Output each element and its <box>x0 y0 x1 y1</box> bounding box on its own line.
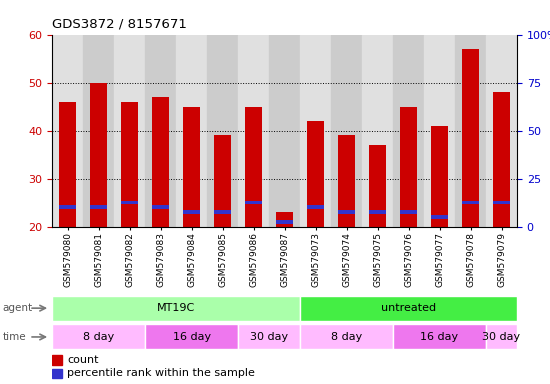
Bar <box>145 324 238 349</box>
Text: 30 day: 30 day <box>482 332 520 342</box>
Bar <box>393 35 424 227</box>
Bar <box>176 35 207 227</box>
Bar <box>486 324 517 349</box>
Bar <box>300 35 331 227</box>
Bar <box>424 35 455 227</box>
Bar <box>214 210 231 214</box>
Bar <box>52 296 300 321</box>
Bar <box>269 35 300 227</box>
Bar <box>338 210 355 214</box>
Bar <box>114 35 145 227</box>
Bar <box>362 35 393 227</box>
Bar <box>493 200 510 204</box>
Bar <box>52 355 63 364</box>
Bar <box>90 205 107 209</box>
Bar <box>400 210 417 214</box>
Bar <box>121 102 138 227</box>
Bar <box>52 35 83 227</box>
Text: GDS3872 / 8157671: GDS3872 / 8157671 <box>52 17 187 30</box>
Bar <box>276 220 293 223</box>
Bar <box>369 210 386 214</box>
Text: percentile rank within the sample: percentile rank within the sample <box>67 368 255 379</box>
Bar <box>145 35 176 227</box>
Bar <box>59 205 76 209</box>
Bar <box>152 97 169 227</box>
Bar <box>307 121 324 227</box>
Bar <box>369 145 386 227</box>
Bar <box>431 126 448 227</box>
Bar <box>214 136 231 227</box>
Bar <box>59 102 76 227</box>
Text: 8 day: 8 day <box>83 332 114 342</box>
Bar <box>486 35 517 227</box>
Text: 8 day: 8 day <box>331 332 362 342</box>
Bar <box>238 35 269 227</box>
Bar <box>207 35 238 227</box>
Bar <box>331 35 362 227</box>
Text: untreated: untreated <box>381 303 436 313</box>
Text: 16 day: 16 day <box>173 332 211 342</box>
Bar <box>393 324 486 349</box>
Text: time: time <box>3 332 26 342</box>
Bar <box>431 215 448 219</box>
Bar <box>90 83 107 227</box>
Text: 30 day: 30 day <box>250 332 288 342</box>
Text: count: count <box>67 355 98 365</box>
Bar <box>462 200 479 204</box>
Bar <box>455 35 486 227</box>
Bar <box>245 200 262 204</box>
Bar <box>52 324 145 349</box>
Bar <box>245 107 262 227</box>
Bar <box>400 107 417 227</box>
Bar <box>493 92 510 227</box>
Text: agent: agent <box>3 303 33 313</box>
Text: MT19C: MT19C <box>157 303 195 313</box>
Bar <box>121 200 138 204</box>
Bar <box>300 296 517 321</box>
Bar <box>183 210 200 214</box>
Bar <box>152 205 169 209</box>
Bar <box>276 212 293 227</box>
Bar <box>307 205 324 209</box>
Bar <box>183 107 200 227</box>
Bar <box>462 49 479 227</box>
Bar <box>238 324 300 349</box>
Bar <box>300 324 393 349</box>
Bar <box>338 136 355 227</box>
Text: 16 day: 16 day <box>421 332 459 342</box>
Bar <box>52 369 63 378</box>
Bar <box>83 35 114 227</box>
